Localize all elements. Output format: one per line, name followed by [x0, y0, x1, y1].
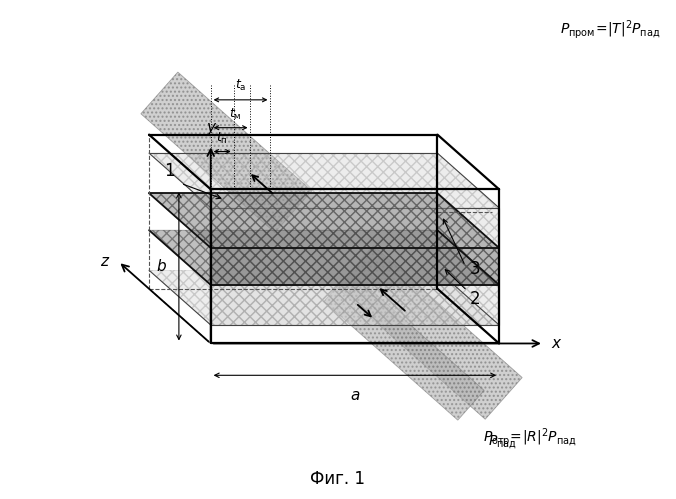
Text: z: z: [100, 254, 108, 269]
Text: $P_{\rm пад}$: $P_{\rm пад}$: [488, 434, 517, 451]
Text: 2: 2: [470, 290, 481, 308]
Text: $t_{\rm м}$: $t_{\rm м}$: [229, 107, 242, 122]
Polygon shape: [211, 248, 499, 285]
Text: $P_{\rm пром}\!=\!|T|^2P_{\rm пад}$: $P_{\rm пром}\!=\!|T|^2P_{\rm пад}$: [560, 18, 660, 41]
Polygon shape: [149, 193, 499, 248]
Text: 3: 3: [470, 260, 481, 278]
Text: $t_{\rm п}$: $t_{\rm п}$: [216, 130, 228, 146]
Polygon shape: [149, 270, 499, 325]
Text: $t_{\rm а}$: $t_{\rm а}$: [235, 78, 246, 93]
Text: Фиг. 1: Фиг. 1: [310, 470, 366, 488]
Polygon shape: [141, 72, 312, 233]
Text: y: y: [206, 120, 215, 135]
Polygon shape: [149, 153, 499, 208]
Polygon shape: [337, 246, 522, 419]
Text: x: x: [552, 336, 561, 351]
Polygon shape: [211, 208, 499, 325]
Text: 1: 1: [164, 163, 174, 181]
Text: a: a: [350, 388, 360, 403]
Polygon shape: [324, 271, 484, 420]
Text: $P_{\rm отр}\!=\!|R|^2P_{\rm пад}$: $P_{\rm отр}\!=\!|R|^2P_{\rm пад}$: [483, 427, 576, 450]
Text: b: b: [156, 259, 166, 274]
Polygon shape: [149, 230, 499, 285]
